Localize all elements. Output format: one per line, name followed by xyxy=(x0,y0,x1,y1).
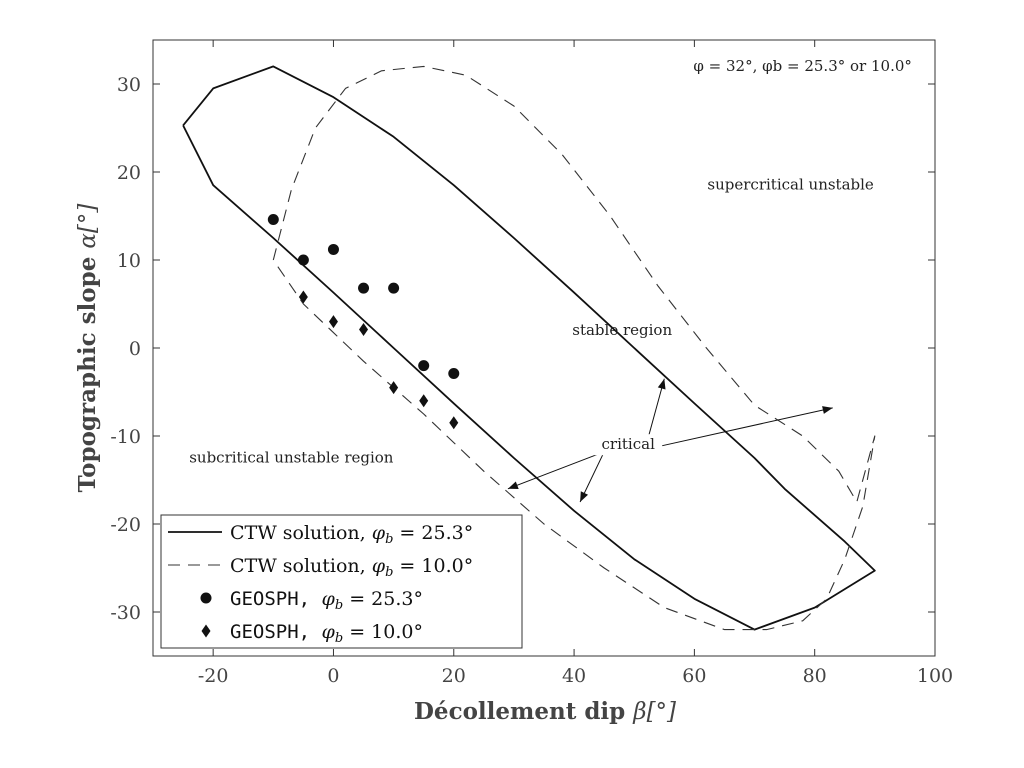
legend-label-1: CTW solution, φb = 10.0° xyxy=(230,555,473,580)
data-point-circle xyxy=(388,282,400,294)
legend-label-subscript: b xyxy=(385,532,393,547)
data-point-circle xyxy=(358,282,370,294)
arrow-shaft xyxy=(645,378,665,445)
data-point-circle xyxy=(327,243,339,255)
arrow-shaft xyxy=(658,407,833,448)
series-line-1 xyxy=(272,65,876,631)
y-tick-label: -20 xyxy=(110,514,141,536)
legend-item-1: CTW solution, φb = 10.0° xyxy=(168,555,473,580)
legend-item-3: GEOSPH, φb = 10.0° xyxy=(201,621,423,646)
critical-arrow-0 xyxy=(507,451,605,490)
x-axis-title-symbol: β[°] xyxy=(632,699,676,725)
x-tick-label: 80 xyxy=(803,665,827,687)
critical-arrow-1 xyxy=(579,451,605,503)
legend-label-symbol: φ xyxy=(372,555,386,577)
y-tick-label: -10 xyxy=(110,426,141,448)
arrow-head xyxy=(507,481,519,489)
x-axis-title-text: Décollement dip xyxy=(414,698,625,725)
x-tick-label: 100 xyxy=(917,665,953,687)
arrow-head xyxy=(580,491,589,502)
data-point-diamond xyxy=(419,394,429,408)
x-tick-label: 60 xyxy=(682,665,706,687)
series-1 xyxy=(272,65,876,631)
legend-label-text: CTW solution, xyxy=(230,522,372,544)
arrow-head xyxy=(822,406,833,414)
x-tick-label: -20 xyxy=(198,665,229,687)
annotation-stable: stable region xyxy=(572,321,672,339)
arrow-layer xyxy=(507,378,833,503)
legend-label-value: = 25.3° xyxy=(343,588,423,610)
data-point-diamond xyxy=(298,290,308,304)
data-point-diamond xyxy=(389,381,399,395)
data-point-circle xyxy=(418,360,430,372)
legend-box xyxy=(160,514,523,649)
legend-label-subscript: b xyxy=(335,631,343,646)
annotation-subcritical: subcritical unstable region xyxy=(189,448,394,466)
legend-label-text: CTW solution, xyxy=(230,555,372,577)
legend-label-symbol: φ xyxy=(322,621,336,643)
y-tick-label: 20 xyxy=(117,162,141,184)
arrow-head xyxy=(657,378,666,390)
legend-label-value: = 10.0° xyxy=(343,621,423,643)
legend-label-subscript: b xyxy=(385,565,393,580)
legend-label-subscript: b xyxy=(335,598,343,613)
annotation-supercritical: supercritical unstable xyxy=(707,176,874,194)
legend-label-text: GEOSPH, xyxy=(230,621,322,643)
arrow-shaft xyxy=(507,451,605,490)
annotation-layer: φ = 32°, φb = 25.3° or 10.0° supercritica… xyxy=(189,57,912,467)
data-point-circle xyxy=(297,254,309,266)
series-3 xyxy=(298,290,459,430)
data-point-circle xyxy=(267,214,279,226)
y-tick-label: 10 xyxy=(117,250,141,272)
series-layer xyxy=(182,65,876,631)
data-point-diamond xyxy=(328,315,338,329)
x-tick-label: 20 xyxy=(442,665,466,687)
data-point-diamond xyxy=(449,416,459,430)
critical-label-bg xyxy=(594,434,663,456)
annotation-critical: critical xyxy=(602,435,656,453)
x-axis-title: Décollement dip β[°] xyxy=(414,698,676,725)
legend-label-value: = 10.0° xyxy=(393,555,473,577)
annotation-params: φ = 32°, φb = 25.3° or 10.0° xyxy=(693,57,911,75)
legend-label-symbol: φ xyxy=(372,522,386,544)
legend-label-0: CTW solution, φb = 25.3° xyxy=(230,522,473,547)
y-tick-label: -30 xyxy=(110,602,141,624)
data-point-circle xyxy=(448,368,460,380)
critical-arrow-3 xyxy=(658,406,833,448)
x-tick-label: 0 xyxy=(327,665,339,687)
legend-swatch-diamond xyxy=(201,624,211,638)
ticks: -20 0 20 40 60 80 100 -30 -20 -10 0 10 20 30 xyxy=(110,40,953,687)
x-tick-label: 40 xyxy=(562,665,586,687)
legend-item-0: CTW solution, φb = 25.3° xyxy=(168,522,473,547)
legend-swatch-circle xyxy=(200,592,212,604)
legend-rows: CTW solution, φb = 25.3°CTW solution, φb… xyxy=(168,522,473,646)
series-line-0 xyxy=(182,65,876,631)
legend-label-3: GEOSPH, φb = 10.0° xyxy=(230,621,423,646)
y-tick-label: 0 xyxy=(129,338,141,360)
legend-label-symbol: φ xyxy=(322,588,336,610)
y-axis-title-symbol: α[°] xyxy=(75,204,101,249)
legend-label-text: GEOSPH, xyxy=(230,588,322,610)
legend: CTW solution, φb = 25.3°CTW solution, φb… xyxy=(160,514,523,649)
series-2 xyxy=(267,214,460,380)
data-point-diamond xyxy=(359,323,369,337)
legend-label-2: GEOSPH, φb = 25.3° xyxy=(230,588,423,613)
y-axis-title: Topographic slope α[°] xyxy=(74,204,101,493)
legend-label-value: = 25.3° xyxy=(393,522,473,544)
y-axis-title-text: Topographic slope xyxy=(74,257,101,493)
y-tick-label: 30 xyxy=(117,74,141,96)
critical-arrow-2 xyxy=(645,378,666,445)
legend-item-2: GEOSPH, φb = 25.3° xyxy=(200,588,423,613)
series-0 xyxy=(182,65,876,631)
